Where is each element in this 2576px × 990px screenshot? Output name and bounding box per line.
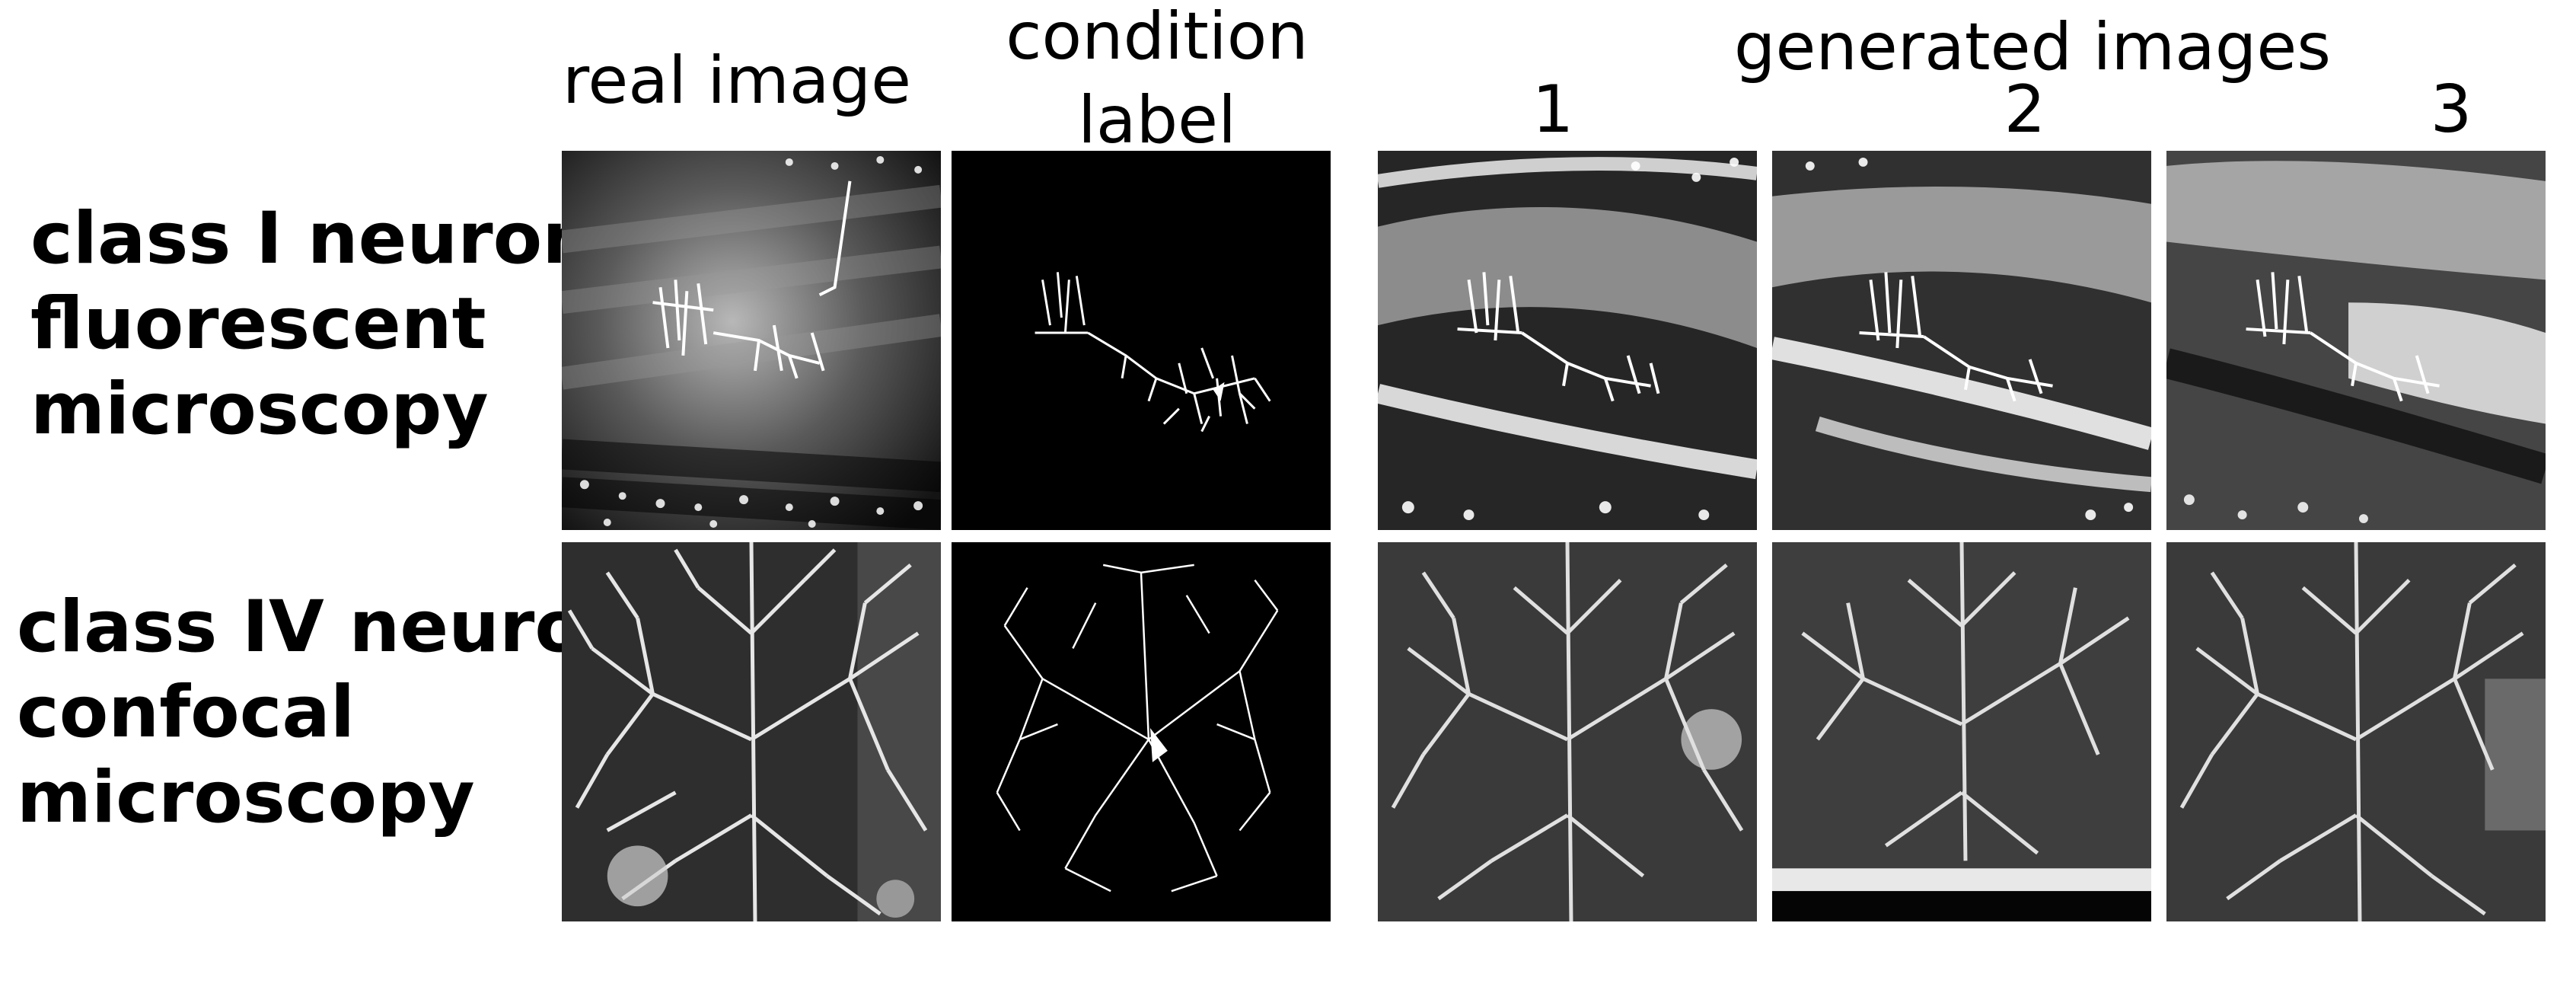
header-gen-number-3: 3 (2430, 72, 2472, 148)
row-label-class-i-line2: fluorescent (30, 283, 486, 366)
real-image-class-iv (562, 542, 941, 921)
header-real-image: real image (562, 43, 912, 119)
generated-image-3-class-iv (2166, 542, 2546, 921)
header-generated-images: generated images (1733, 9, 2332, 85)
real-image-class-i (562, 151, 941, 530)
generated-image-3-class-i (2166, 151, 2546, 530)
row-label-class-i: class I neuron fluorescent microscopy (30, 196, 593, 452)
header-gen-number-2: 2 (2004, 72, 2046, 148)
header-condition-label-line2: label (1078, 82, 1236, 158)
header-condition-label-line1: condition (1006, 0, 1309, 75)
row-label-class-iv-line1: class IV neuron (17, 586, 635, 669)
generated-image-1-class-i (1378, 151, 1757, 530)
header-gen-number-1: 1 (1532, 72, 1574, 148)
row-label-class-i-line1: class I neuron (30, 197, 594, 280)
row-label-class-i-line3: microscopy (30, 368, 489, 451)
generated-image-2-class-i (1772, 151, 2151, 530)
row-label-class-iv-line2: confocal (17, 671, 355, 754)
generated-image-1-class-iv (1378, 542, 1757, 921)
row-label-class-iv-line3: microscopy (17, 756, 475, 839)
generated-image-2-class-iv (1772, 542, 2151, 921)
condition-label-class-iv (952, 542, 1331, 921)
row-label-class-iv: class IV neuron confocal microscopy (17, 585, 635, 841)
condition-label-class-i (952, 151, 1331, 530)
